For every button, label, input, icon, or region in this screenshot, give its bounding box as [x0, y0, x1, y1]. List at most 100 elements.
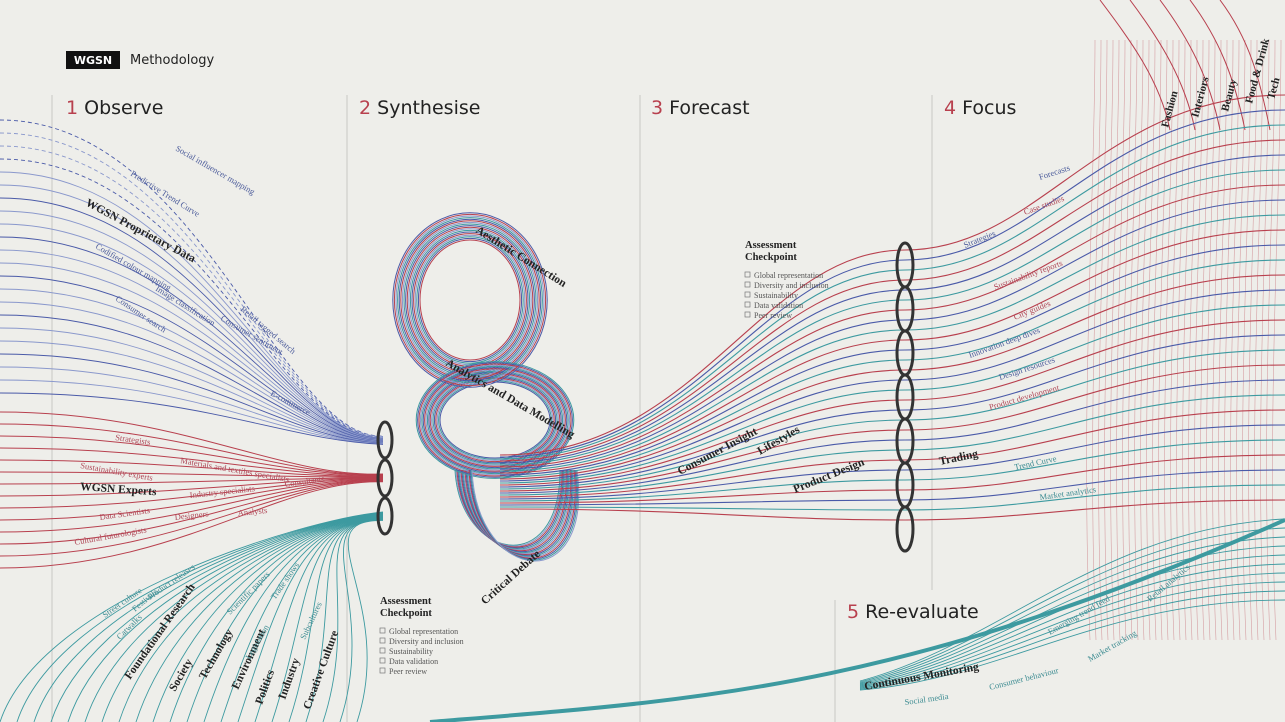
grid-line [1248, 39, 1258, 641]
knot-loop [413, 233, 527, 367]
research-line [101, 513, 384, 722]
stage-title: 5 Re-evaluate [847, 601, 979, 623]
knot-loop [397, 217, 543, 383]
checkpoint-ring [895, 373, 915, 421]
monitor-main [429, 518, 1285, 722]
grid-line [1098, 39, 1108, 641]
stage-title: 4 Focus [944, 97, 1016, 119]
flow-label: Product Design [792, 456, 867, 496]
forecast-line [499, 184, 1285, 468]
flow-label: Industry [277, 656, 303, 701]
stage-name: Observe [84, 97, 163, 119]
grid-line [1242, 39, 1252, 641]
stage-number: 2 [359, 97, 371, 119]
stage-title: 1 Observe [66, 97, 164, 119]
stage-name: Re-evaluate [865, 601, 979, 623]
checkpoint-ring [376, 458, 394, 498]
data-line [0, 132, 384, 437]
knot-loop [435, 377, 555, 463]
grid-line [1176, 39, 1186, 641]
checkpoint-marker [744, 311, 751, 318]
knot-loop [464, 469, 572, 555]
grid-line [1200, 39, 1210, 641]
checkpoint-marker [379, 657, 386, 664]
expert-line [0, 447, 384, 477]
grid-line [1224, 39, 1234, 641]
grid-line [1146, 39, 1156, 641]
forecast-line [499, 334, 1285, 488]
checkpoint-item: Global representation [389, 627, 458, 636]
flow-label: Social media [904, 691, 949, 707]
checkpoint-marker [744, 291, 751, 298]
knot-loop [460, 469, 567, 552]
expert-line [0, 477, 384, 497]
knot-loop [400, 220, 540, 380]
research-line [203, 516, 384, 722]
checkpoint-item: Diversity and inclusion [754, 281, 829, 290]
logo: WGSN [74, 54, 112, 67]
grid-line [1140, 39, 1150, 641]
flow-label: Predictive Trend Curve [129, 168, 202, 219]
flow-label: Industry specialists [189, 483, 255, 500]
forecast-line [499, 304, 1285, 484]
grid-line [1134, 39, 1144, 641]
data-line [0, 327, 384, 443]
grid-line [1158, 39, 1168, 641]
expert-line [0, 480, 384, 545]
forecast-line [499, 484, 1285, 511]
monitor-line [859, 563, 1285, 687]
knot-loop [455, 469, 562, 547]
knot-loop [398, 218, 542, 382]
forecast-line [499, 409, 1285, 498]
checkpoint-item: Data validation [754, 301, 803, 310]
knot-loop [421, 365, 569, 475]
forecast-line [499, 364, 1285, 492]
expert-line [0, 435, 384, 476]
knot-loop [415, 361, 575, 479]
monitor-line [859, 572, 1285, 688]
flow-label: Scientific papers [224, 569, 271, 616]
knot-loop [416, 236, 524, 364]
data-line [0, 392, 384, 445]
checkpoint-marker [744, 301, 751, 308]
flow-label: Trading [938, 448, 979, 468]
grid-line [1194, 39, 1204, 641]
grid-line [1116, 39, 1126, 641]
knot-loop [395, 215, 545, 385]
monitor-line [859, 536, 1285, 684]
stage-title: 3 Forecast [651, 97, 750, 119]
knot-loop [393, 213, 547, 387]
expert-line [0, 423, 384, 476]
forecast-line [499, 154, 1285, 464]
expert-line [0, 477, 384, 485]
grid-line [1266, 39, 1276, 641]
checkpoint-ring [895, 417, 915, 465]
stage-number: 5 [847, 601, 859, 623]
stage-title: 2 Synthesise [359, 97, 480, 119]
flow-label: Data Scientists [99, 505, 151, 522]
flow-label: Analysts [237, 505, 268, 518]
industry-line [1129, 0, 1196, 131]
data-line [0, 171, 384, 439]
flow-label: Market analytics [1039, 484, 1097, 502]
forecast-line [499, 379, 1285, 494]
flow-label: Market tracking [1086, 627, 1139, 663]
forecast-line [499, 229, 1285, 474]
flow-label: Politics [254, 668, 278, 706]
checkpoint-marker [379, 637, 386, 644]
labels: WGSN Methodology 1 Observe 2 Synthesise 3 Fo… [66, 36, 1283, 711]
header-title: Methodology [130, 53, 215, 68]
grid-line [1188, 39, 1198, 641]
forecast-line [499, 319, 1285, 486]
industry-label: Fashion [1159, 90, 1180, 129]
industry-line [1189, 0, 1246, 131]
forecast-line [499, 274, 1285, 480]
flow-label: Social influencer mapping [174, 143, 257, 197]
research-line [347, 519, 384, 722]
data-line [0, 145, 384, 438]
grid-line [1260, 39, 1270, 641]
monitor-line [859, 545, 1285, 685]
flow-label: Strategists [115, 432, 151, 447]
knot-loop [419, 239, 521, 361]
